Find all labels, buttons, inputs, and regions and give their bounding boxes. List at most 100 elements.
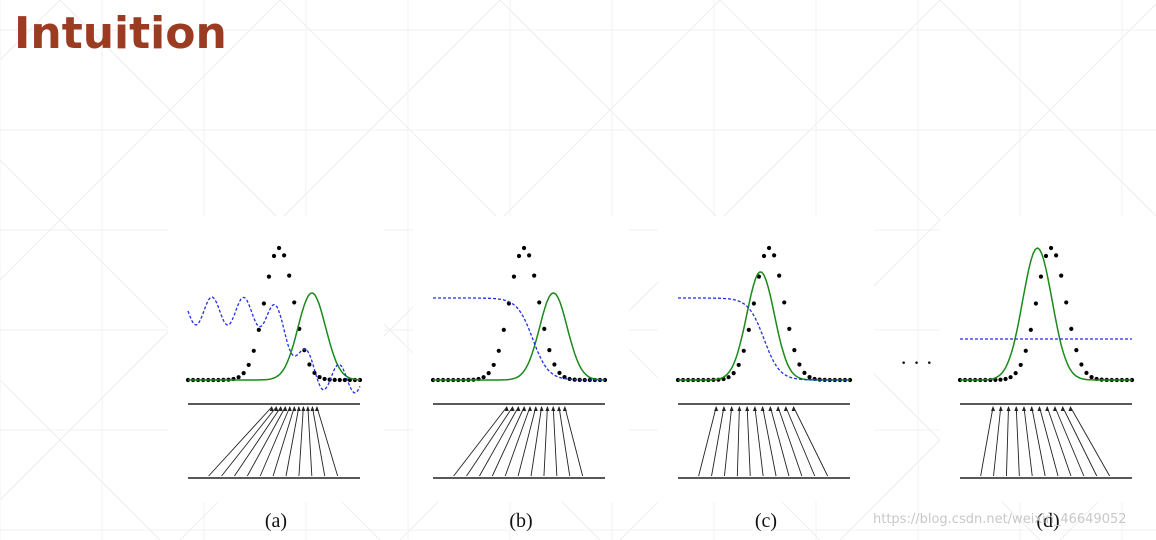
arrowhead — [783, 406, 788, 411]
panel-a-plot — [185, 245, 363, 479]
data-point — [511, 274, 517, 279]
mapping-arrow — [736, 406, 740, 477]
arrowhead — [1068, 406, 1073, 411]
data-point — [1028, 327, 1033, 332]
data-point — [1018, 362, 1023, 368]
mapping-arrow — [1039, 406, 1059, 477]
mapping-arrow — [517, 406, 537, 477]
data-point — [547, 347, 552, 353]
mapping-arrow — [746, 406, 751, 477]
data-point — [292, 300, 297, 305]
mapping-arrow — [234, 406, 282, 477]
arrowhead — [991, 406, 996, 411]
data-point — [486, 370, 491, 376]
arrowhead — [545, 406, 550, 411]
data-point — [552, 362, 557, 367]
generator-curve — [678, 271, 850, 381]
data-point — [317, 374, 322, 380]
mapping-arrow — [762, 406, 777, 477]
arrowhead — [533, 406, 538, 411]
data-point — [741, 348, 746, 353]
data-point — [1043, 253, 1049, 259]
arrowhead — [1021, 406, 1026, 411]
data-point — [751, 301, 756, 306]
data-point — [1023, 348, 1028, 353]
mapping-arrow — [311, 406, 326, 477]
caption-a: (a) — [264, 510, 288, 532]
arrowhead — [287, 406, 292, 411]
bg-diagonal — [0, 0, 61, 61]
mapping-arrow — [466, 406, 513, 477]
data-point — [496, 348, 501, 353]
data-point — [782, 300, 787, 305]
mapping-arrow — [1023, 406, 1033, 477]
data-point — [266, 274, 272, 279]
data-point — [342, 377, 347, 383]
bg-diagonal — [0, 379, 161, 540]
data-point — [1054, 253, 1059, 258]
discriminator-curve — [187, 296, 361, 394]
mapping-arrow — [777, 406, 803, 477]
data-point — [1059, 273, 1064, 278]
generator-curve — [433, 292, 605, 381]
data-point — [246, 362, 251, 368]
arrowhead — [278, 406, 283, 411]
mapping-arrow — [993, 406, 1002, 477]
data-point — [792, 347, 797, 353]
data-point — [1069, 326, 1074, 331]
data-point — [557, 370, 562, 375]
generator-curve — [960, 247, 1132, 381]
panel-b — [413, 216, 629, 502]
arrowhead — [504, 406, 509, 411]
data-point — [736, 362, 741, 368]
arrowhead — [562, 406, 567, 411]
data-point — [1003, 376, 1008, 382]
data-point — [777, 273, 782, 278]
arrowhead — [1052, 406, 1057, 411]
mapping-arrow — [698, 406, 717, 477]
mapping-arrow — [246, 406, 286, 477]
data-point — [998, 377, 1003, 382]
arrowhead — [791, 406, 796, 411]
data-point — [537, 300, 542, 305]
data-point — [261, 301, 266, 306]
data-point — [761, 253, 767, 259]
arrowhead — [1014, 406, 1019, 411]
mapping-arrow — [769, 406, 790, 477]
data-point — [532, 273, 537, 278]
mapping-arrow — [785, 406, 816, 477]
data-point — [236, 375, 241, 380]
data-point — [1064, 300, 1069, 305]
data-point — [251, 348, 256, 353]
mapping-arrow — [1062, 406, 1098, 477]
mapping-arrow — [530, 406, 543, 477]
caption-b: (b) — [509, 510, 533, 532]
panel-c-plot — [675, 245, 853, 479]
data-point — [1013, 370, 1018, 376]
data-point — [337, 377, 342, 383]
data-point — [521, 245, 527, 251]
watermark: https://blog.csdn.net/weixin_46649052 — [873, 512, 1127, 527]
panel-a — [168, 216, 384, 502]
discriminator-curve — [433, 297, 605, 381]
arrowhead — [522, 406, 527, 411]
ellipsis: · · · — [900, 350, 933, 375]
data-point — [271, 253, 277, 259]
arrowhead — [714, 406, 719, 411]
panel-d-plot — [957, 245, 1135, 479]
arrowhead — [269, 406, 274, 411]
arrowhead — [1045, 406, 1050, 411]
data-point — [307, 362, 312, 367]
arrowhead — [752, 406, 757, 411]
data-point — [481, 375, 486, 380]
data-point — [807, 374, 812, 380]
slide-title: Intuition — [14, 8, 227, 59]
arrowhead — [768, 406, 773, 411]
mapping-arrow — [980, 406, 994, 477]
data-point — [332, 377, 337, 383]
data-point — [287, 273, 292, 278]
data-point — [1079, 362, 1084, 367]
data-point — [1084, 370, 1089, 375]
data-point — [322, 376, 327, 382]
generator-curve — [188, 292, 361, 381]
